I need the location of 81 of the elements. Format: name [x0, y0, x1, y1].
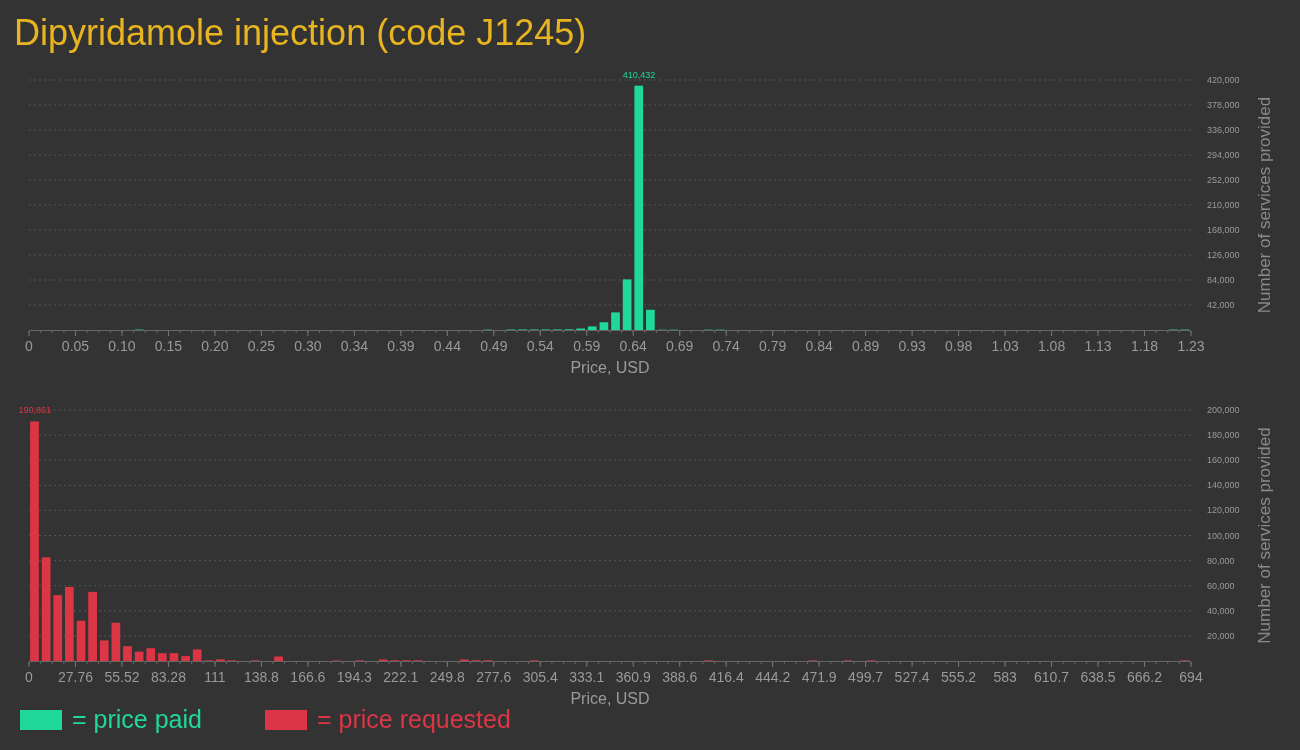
x-tick-label: 444.2: [755, 669, 791, 685]
chart-title: Dipyridamole injection (code J1245): [14, 12, 587, 53]
y-tick-label: 84,000: [1207, 275, 1235, 285]
x-tick-label: 305.4: [522, 669, 558, 685]
y-tick-label: 120,000: [1207, 505, 1240, 516]
y-tick-label: 20,000: [1207, 630, 1235, 641]
x-tick-label: 194.3: [336, 669, 373, 685]
x-tick-label: 0.30: [294, 338, 322, 354]
x-tick-label: 1.03: [991, 338, 1019, 354]
x-tick-label: 388.6: [662, 669, 698, 685]
x-tick-label: 0.20: [201, 338, 229, 354]
x-tick-label: 471.9: [801, 669, 837, 685]
x-tick-label: 55.52: [104, 669, 140, 685]
x-tick-label: 0.74: [712, 338, 741, 354]
y-tick-label: 126,000: [1207, 250, 1240, 260]
x-tick-label: 0.93: [898, 338, 926, 354]
x-tick-label: 0: [25, 338, 34, 354]
x-tick-label: 610.7: [1034, 669, 1070, 685]
y-tick-label: 378,000: [1207, 100, 1240, 110]
x-tick-label: 249.8: [429, 669, 466, 685]
y-tick-label: 420,000: [1207, 75, 1240, 85]
y-tick-label: 40,000: [1207, 605, 1235, 616]
x-tick-label: 138.8: [243, 669, 280, 685]
x-tick-label: 0.89: [852, 338, 880, 354]
y-tick-label: 210,000: [1207, 200, 1240, 210]
annotation: 410,432: [622, 69, 656, 80]
x-tick-label: 0.49: [480, 338, 508, 354]
y-tick-label: 252,000: [1207, 175, 1240, 185]
x-tick-label: 1.18: [1130, 338, 1159, 354]
x-tick-label: 499.7: [848, 669, 884, 685]
x-tick-label: 0.25: [247, 338, 276, 354]
y-tick-label: 200,000: [1207, 405, 1240, 415]
y-axis-title: Number of services provided: [1255, 427, 1274, 644]
y-tick-label: 180,000: [1207, 430, 1240, 441]
x-tick-label: 0.15: [154, 338, 183, 354]
y-axis-title: Number of services provided: [1255, 96, 1274, 314]
x-tick-label: 0.98: [944, 338, 973, 354]
x-tick-label: 166.6: [290, 669, 326, 685]
x-tick-label: 222.1: [383, 669, 419, 685]
legend-label: = price paid: [72, 705, 202, 733]
x-tick-label: 583: [993, 669, 1017, 685]
x-tick-label: 638.5: [1080, 669, 1116, 685]
x-tick-label: 83.28: [150, 669, 187, 685]
x-tick-label: 0.34: [340, 338, 369, 354]
x-tick-label: 333.1: [569, 669, 605, 685]
x-tick-label: 360.9: [615, 669, 651, 685]
x-tick-label: 0.69: [666, 338, 694, 354]
x-tick-label: 0.59: [573, 338, 601, 354]
y-tick-label: 168,000: [1207, 225, 1240, 235]
annotation: 190,861: [18, 405, 52, 416]
legend-label: = price requested: [317, 705, 511, 733]
y-tick-label: 42,000: [1207, 300, 1235, 310]
y-tick-label: 160,000: [1207, 455, 1240, 466]
x-tick-label: 0.64: [619, 338, 648, 354]
x-tick-label: 555.2: [941, 669, 977, 685]
x-tick-label: 0.10: [108, 338, 136, 354]
x-tick-label: 27.76: [57, 669, 94, 685]
x-tick-label: 416.4: [708, 669, 744, 685]
x-tick-label: 277.6: [476, 669, 512, 685]
x-tick-label: 1.13: [1084, 338, 1112, 354]
x-axis-title: Price, USD: [570, 690, 650, 707]
x-tick-label: 111: [204, 669, 226, 685]
x-tick-label: 1.23: [1177, 338, 1205, 354]
y-tick-label: 100,000: [1207, 530, 1240, 541]
x-tick-label: 0.39: [387, 338, 415, 354]
y-tick-label: 294,000: [1207, 150, 1240, 160]
y-tick-label: 140,000: [1207, 480, 1240, 491]
x-tick-label: 0.79: [759, 338, 787, 354]
y-tick-label: 336,000: [1207, 125, 1240, 135]
x-tick-label: 527.4: [894, 669, 930, 685]
x-tick-label: 0.05: [61, 338, 90, 354]
y-tick-label: 60,000: [1207, 580, 1235, 591]
x-tick-label: 0.54: [526, 338, 555, 354]
x-tick-label: 1.08: [1037, 338, 1066, 354]
y-tick-label: 80,000: [1207, 555, 1235, 566]
x-tick-label: 694: [1179, 669, 1203, 685]
x-tick-label: 0.84: [805, 338, 833, 354]
x-tick-label: 0: [25, 669, 34, 685]
x-axis-title: Price, USD: [570, 359, 650, 376]
x-tick-label: 666.2: [1127, 669, 1163, 685]
x-tick-label: 0.44: [433, 338, 462, 354]
